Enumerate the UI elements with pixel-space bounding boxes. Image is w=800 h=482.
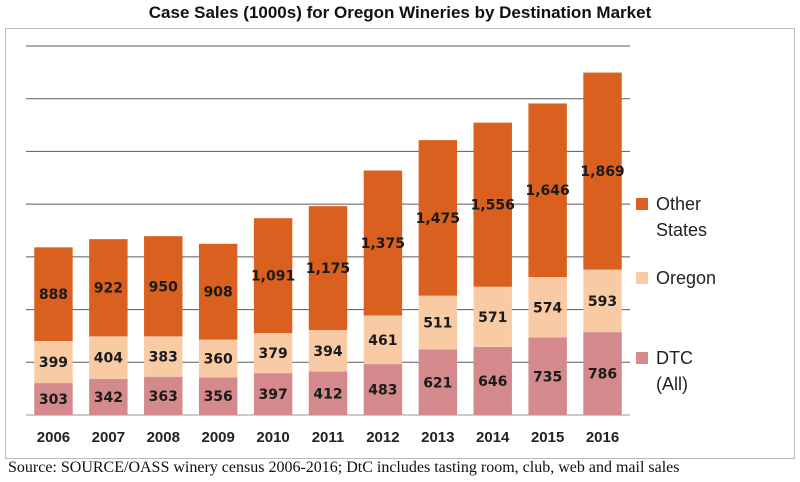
data-label-oregon-2015: 574 (533, 300, 562, 316)
x-tick-label-2007: 2007 (92, 429, 125, 446)
x-tick-label-2016: 2016 (586, 429, 619, 446)
data-label-dtc-2013: 621 (423, 375, 452, 391)
bar-dtc-2008 (144, 376, 183, 415)
data-label-other-states-2015: 1,646 (525, 183, 569, 199)
data-label-dtc-2014: 646 (478, 374, 507, 390)
legend-label-other-states-line-2: States (656, 220, 708, 240)
legend-other-states: Other States (636, 191, 726, 243)
data-label-other-states-2011: 1,175 (306, 261, 350, 277)
data-label-oregon-2006: 399 (39, 355, 68, 371)
data-label-oregon-2014: 571 (478, 310, 507, 326)
data-label-dtc-2015: 735 (533, 369, 562, 385)
bar-other-states-2013 (418, 140, 458, 296)
data-label-dtc-2009: 356 (204, 389, 233, 405)
bar-other-states-2011 (308, 206, 348, 331)
x-tick-label-2013: 2013 (421, 429, 454, 446)
x-tick-label-2008: 2008 (147, 429, 180, 446)
legend-label-dtc-line-1: DTC (656, 348, 693, 368)
data-label-oregon-2016: 593 (588, 294, 617, 310)
x-tick-label-2015: 2015 (531, 429, 564, 446)
data-label-other-states-2009: 908 (204, 285, 233, 301)
bar-dtc-2011 (308, 371, 348, 415)
data-label-oregon-2013: 511 (423, 316, 452, 332)
data-label-other-states-2010: 1,091 (251, 269, 295, 285)
legend-swatch-other-states (636, 198, 648, 210)
bar-oregon-2007 (89, 336, 128, 379)
bar-other-states-2016 (583, 72, 622, 270)
legend-label-dtc-line-2: (All) (656, 374, 688, 394)
x-tick-label-2006: 2006 (37, 429, 70, 446)
data-label-oregon-2010: 379 (258, 346, 287, 362)
data-label-oregon-2007: 404 (94, 351, 123, 367)
bar-oregon-2016 (583, 269, 622, 333)
bar-dtc-2013 (418, 349, 458, 415)
x-tick-label-2011: 2011 (312, 429, 345, 446)
bar-dtc-2014 (473, 346, 512, 415)
x-tick-label-2009: 2009 (201, 429, 234, 446)
bar-other-states-2012 (363, 170, 403, 316)
x-tick-label-2014: 2014 (476, 429, 510, 446)
bar-dtc-2016 (583, 332, 622, 415)
bar-dtc-2015 (528, 337, 567, 415)
legend-dtc: DTC (All) (636, 345, 726, 397)
data-label-other-states-2013: 1,475 (416, 211, 460, 227)
bar-other-states-2009 (198, 243, 238, 340)
data-label-dtc-2016: 786 (588, 367, 617, 383)
data-label-oregon-2009: 360 (204, 351, 233, 367)
data-label-oregon-2008: 383 (149, 350, 178, 366)
bar-dtc-2010 (253, 373, 293, 415)
bar-other-states-2006 (34, 247, 73, 341)
data-label-other-states-2008: 950 (149, 279, 178, 295)
data-label-dtc-2012: 483 (368, 383, 397, 399)
legend-swatch-oregon (636, 272, 648, 284)
legend-label-other-states-line-1: Other (656, 194, 702, 214)
bar-oregon-2013 (418, 295, 458, 350)
bar-dtc-2006 (34, 383, 73, 415)
plot-area: 303 399 888 2006 342 404 922 2007 363 383 950 2008 3… (26, 45, 630, 446)
data-label-dtc-2008: 363 (149, 389, 178, 405)
data-label-oregon-2011: 394 (313, 344, 342, 360)
bar-oregon-2015 (528, 276, 567, 338)
data-label-other-states-2016: 1,869 (580, 164, 624, 180)
data-label-other-states-2006: 888 (39, 287, 68, 303)
bar-other-states-2015 (528, 103, 567, 277)
x-tick-label-2010: 2010 (256, 429, 289, 446)
bar-other-states-2007 (89, 239, 128, 337)
bar-oregon-2010 (253, 333, 293, 374)
data-label-other-states-2007: 922 (94, 281, 123, 297)
bar-oregon-2012 (363, 315, 403, 365)
bar-dtc-2012 (363, 364, 403, 415)
legend-swatch-dtc (636, 352, 648, 364)
source-note: Source: SOURCE/OASS winery census 2006-2… (8, 459, 680, 476)
data-label-dtc-2010: 397 (258, 387, 287, 403)
bar-other-states-2008 (144, 236, 183, 337)
bar-dtc-2007 (89, 378, 128, 415)
data-label-dtc-2011: 412 (313, 386, 342, 402)
bar-other-states-2010 (253, 218, 293, 334)
bar-dtc-2009 (198, 377, 238, 415)
chart-title: Case Sales (1000s) for Oregon Wineries b… (148, 3, 652, 22)
bar-oregon-2008 (144, 336, 183, 377)
legend-oregon: Oregon (636, 265, 726, 291)
legend-label-oregon: Oregon (656, 268, 717, 288)
bar-oregon-2014 (473, 286, 512, 347)
bar-oregon-2011 (308, 330, 348, 372)
bar-oregon-2009 (198, 339, 238, 378)
data-label-oregon-2012: 461 (368, 333, 397, 349)
x-tick-label-2012: 2012 (366, 429, 399, 446)
data-label-other-states-2014: 1,556 (471, 198, 515, 214)
data-label-other-states-2012: 1,375 (361, 236, 405, 252)
data-label-dtc-2006: 303 (39, 392, 68, 408)
bar-other-states-2014 (473, 122, 512, 287)
bar-oregon-2006 (34, 340, 73, 384)
chart-frame: 303 399 888 2006 342 404 922 2007 363 383 950 2008 3… (5, 28, 795, 459)
data-label-dtc-2007: 342 (94, 390, 123, 406)
